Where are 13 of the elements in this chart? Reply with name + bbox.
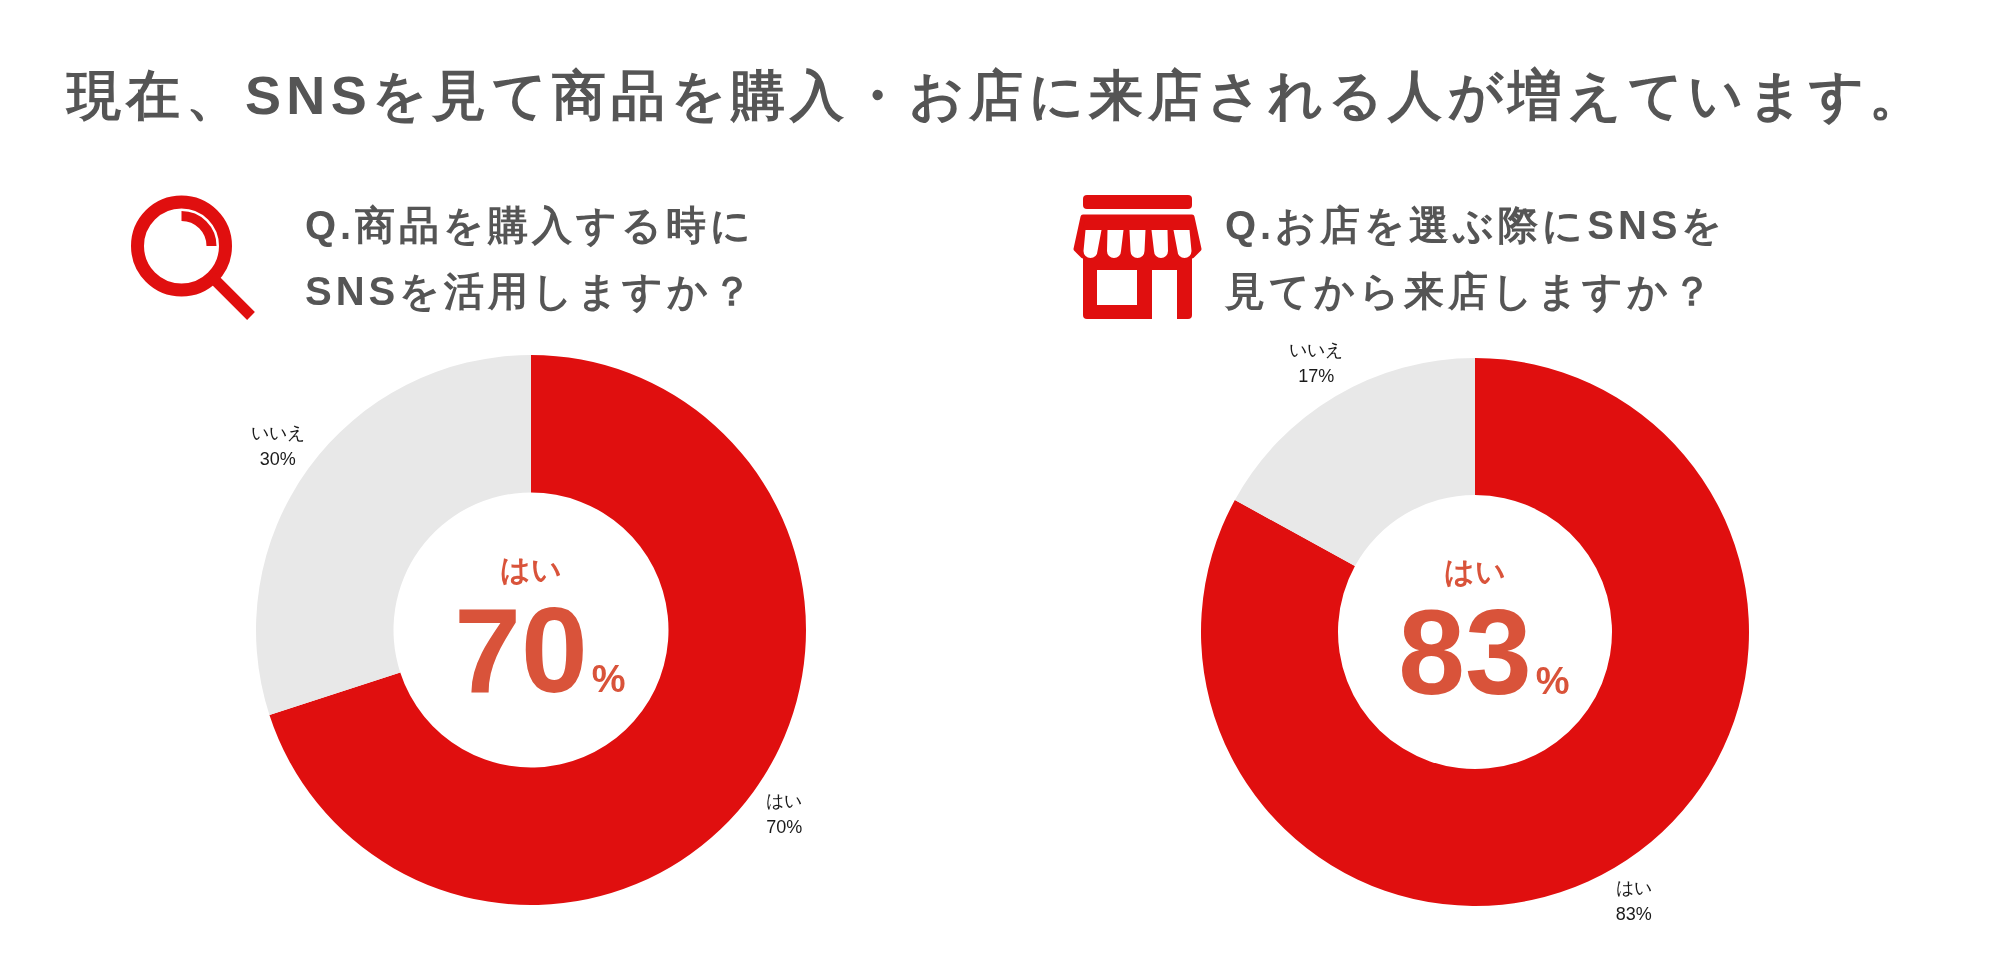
chart-title: Q.商品を購入する時にSNSを活用しますか？	[305, 203, 757, 314]
chart-title: Q.お店を選ぶ際にSNSを見てから来店しますか？	[1224, 203, 1727, 314]
data-label: 70%	[766, 816, 803, 837]
data-label: 30%	[259, 449, 296, 470]
slice-label: はい	[1615, 877, 1652, 898]
slice-label: いいえ	[250, 423, 305, 444]
slice-label: はい	[766, 790, 803, 811]
text: 現在、SNSを見て商品を購入・お店に来店される人が増えています。	[65, 65, 1923, 125]
slice-label: いいえ	[1289, 340, 1344, 361]
text: はい	[1444, 555, 1506, 588]
data-label: 17%	[1298, 366, 1335, 387]
data-label: 83%	[1615, 903, 1652, 924]
text: はい	[500, 553, 562, 586]
